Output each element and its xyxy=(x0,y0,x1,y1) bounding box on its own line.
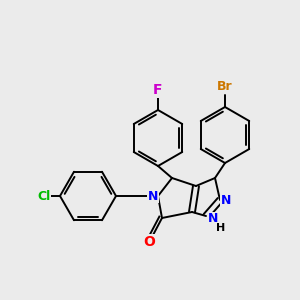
Text: N: N xyxy=(208,212,218,226)
Text: N: N xyxy=(221,194,231,206)
Text: Cl: Cl xyxy=(38,190,51,202)
Text: N: N xyxy=(148,190,158,202)
Text: O: O xyxy=(143,235,155,249)
Text: Br: Br xyxy=(217,80,233,94)
Text: H: H xyxy=(216,223,226,233)
Text: F: F xyxy=(153,83,163,97)
